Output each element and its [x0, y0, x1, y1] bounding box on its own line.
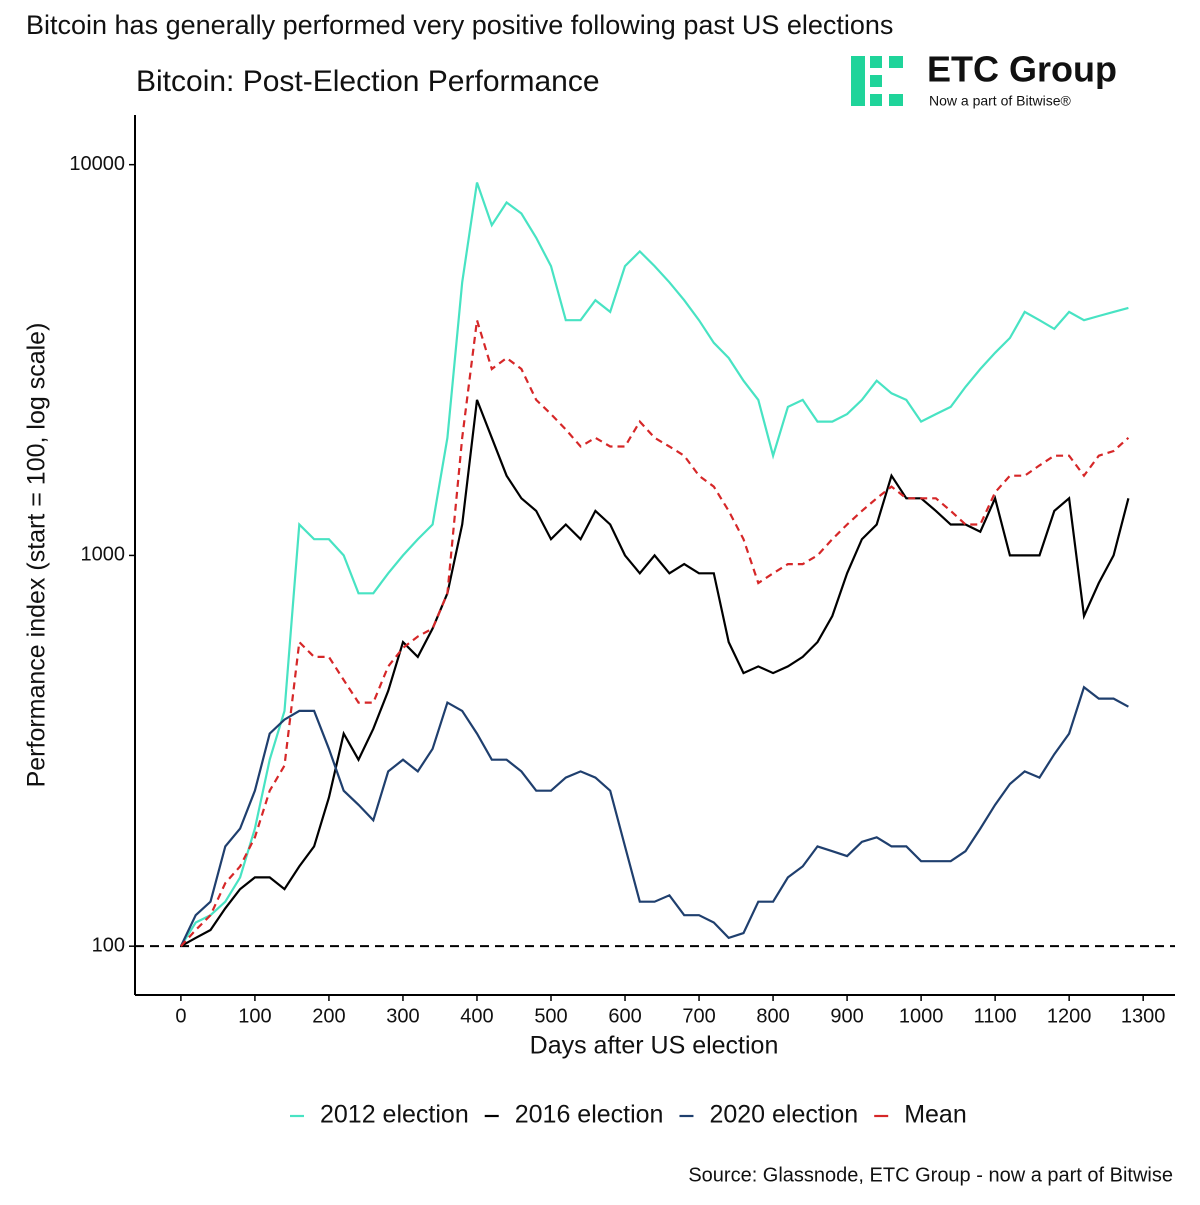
x-tick-label: 500: [534, 1005, 567, 1027]
x-tick-label: 800: [756, 1005, 789, 1027]
series-line: [179, 685, 1129, 947]
x-tick-label: 300: [386, 1005, 419, 1027]
x-tick-label: 700: [682, 1005, 715, 1027]
chart-title: Bitcoin: Post-Election Performance: [136, 65, 600, 98]
logo: ETC Group Now a part of Bitwise®: [851, 49, 1117, 109]
x-tick-label: 1200: [1047, 1005, 1092, 1027]
logo-block: [870, 94, 882, 106]
x-tick-label: 600: [608, 1005, 641, 1027]
y-tick-label: 100: [92, 934, 125, 956]
logo-block: [851, 56, 865, 106]
x-tick-label: 1300: [1121, 1005, 1166, 1027]
y-axis-label: Performance index (start = 100, log scal…: [23, 323, 51, 788]
logo-tagline: Now a part of Bitwise®: [929, 93, 1071, 109]
x-tick-label: 1100: [974, 1005, 1017, 1027]
logo-name: ETC Group: [927, 49, 1117, 90]
series-line: [180, 399, 1130, 948]
logo-block: [889, 94, 903, 106]
legend: 2012 election 2016 election 2020 election M…: [290, 1101, 967, 1129]
y-tick-label: 1000: [81, 544, 126, 566]
x-axis-label: Days after US election: [530, 1032, 779, 1060]
legend-label: Mean: [904, 1101, 967, 1129]
legend-label: 2016 election: [515, 1101, 664, 1129]
logo-block: [870, 75, 882, 87]
logo-block: [889, 56, 903, 68]
series-line: [179, 182, 1129, 947]
legend-label: 2012 election: [320, 1101, 469, 1129]
series-line: [180, 319, 1130, 947]
x-tick-label: 200: [312, 1005, 345, 1027]
x-tick-label: 1000: [899, 1005, 944, 1027]
y-tick-label: 10000: [69, 153, 125, 175]
x-tick-label: 100: [238, 1005, 271, 1027]
x-tick-label: 900: [830, 1005, 863, 1027]
x-tick-label: 400: [460, 1005, 493, 1027]
x-tick-label: 0: [175, 1005, 186, 1027]
source: Source: Glassnode, ETC Group - now a par…: [688, 1164, 1173, 1186]
legend-label: 2020 election: [709, 1101, 858, 1129]
headline: Bitcoin has generally performed very pos…: [26, 10, 893, 40]
logo-block: [870, 56, 882, 68]
